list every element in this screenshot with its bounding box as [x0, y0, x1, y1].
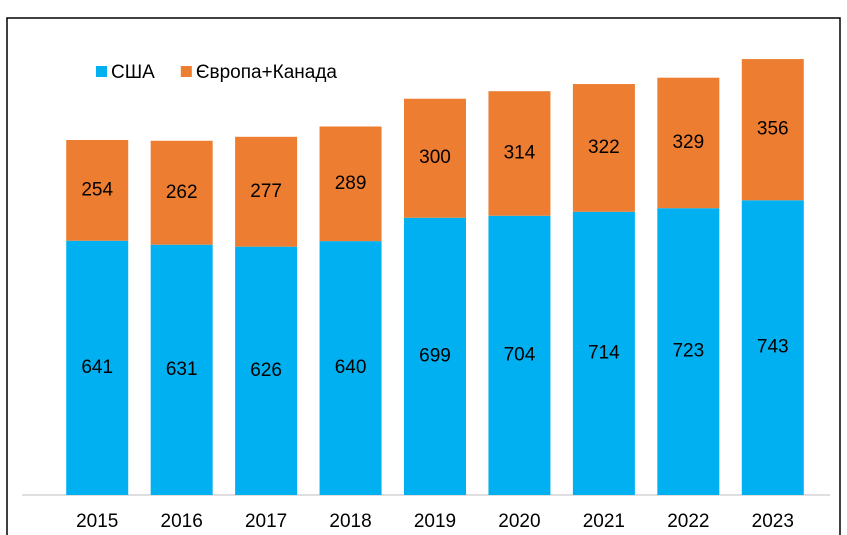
data-label: 699: [419, 345, 451, 366]
bar-segment: [150, 244, 213, 495]
legend-label: Європа+Канада: [196, 62, 338, 83]
data-label: 640: [335, 357, 367, 378]
x-tick-label: 2015: [76, 511, 118, 532]
bar-segment: [66, 240, 129, 495]
data-label: 300: [419, 147, 451, 168]
bar-segment: [741, 59, 804, 201]
x-tick-label: 2016: [161, 511, 203, 532]
data-label: 322: [588, 137, 620, 158]
bar-segment: [572, 211, 635, 495]
x-tick-label: 2020: [498, 511, 540, 532]
data-label: 277: [250, 181, 282, 202]
data-label: 314: [504, 142, 536, 163]
data-label: 743: [757, 337, 789, 358]
data-label: 631: [166, 359, 198, 380]
x-tick-label: 2022: [667, 511, 709, 532]
data-label: 704: [504, 344, 536, 365]
x-tick-label: 2019: [414, 511, 456, 532]
bar-segment: [235, 246, 298, 495]
x-tick-label: 2023: [752, 511, 794, 532]
bar-segment: [488, 91, 551, 216]
data-label: 262: [166, 182, 198, 203]
data-label: 641: [81, 357, 113, 378]
x-tick-label: 2021: [583, 511, 625, 532]
legend-label: США: [111, 62, 155, 83]
bar-segment: [319, 126, 382, 242]
data-label: 714: [588, 342, 620, 363]
data-label: 289: [335, 173, 367, 194]
bar-segment: [404, 217, 466, 496]
bar-segment: [741, 200, 804, 495]
legend-swatch: [180, 66, 192, 77]
data-label: 626: [250, 360, 282, 381]
bar-segment: [235, 136, 298, 247]
bar-segment: [404, 98, 466, 218]
bar-segment: [657, 77, 720, 209]
bar-segment: [150, 140, 213, 245]
bar-segment: [657, 208, 720, 495]
data-label: 254: [81, 179, 113, 200]
data-label: 356: [757, 119, 789, 140]
bar-segment: [488, 215, 551, 495]
bar-segment: [572, 84, 635, 212]
data-label: 329: [672, 132, 704, 153]
data-label: 723: [672, 341, 704, 362]
legend-swatch: [96, 66, 107, 77]
x-tick-label: 2017: [245, 511, 287, 532]
x-tick-label: 2018: [329, 511, 371, 532]
bar-segment: [319, 241, 382, 495]
bar-segment: [66, 139, 129, 241]
